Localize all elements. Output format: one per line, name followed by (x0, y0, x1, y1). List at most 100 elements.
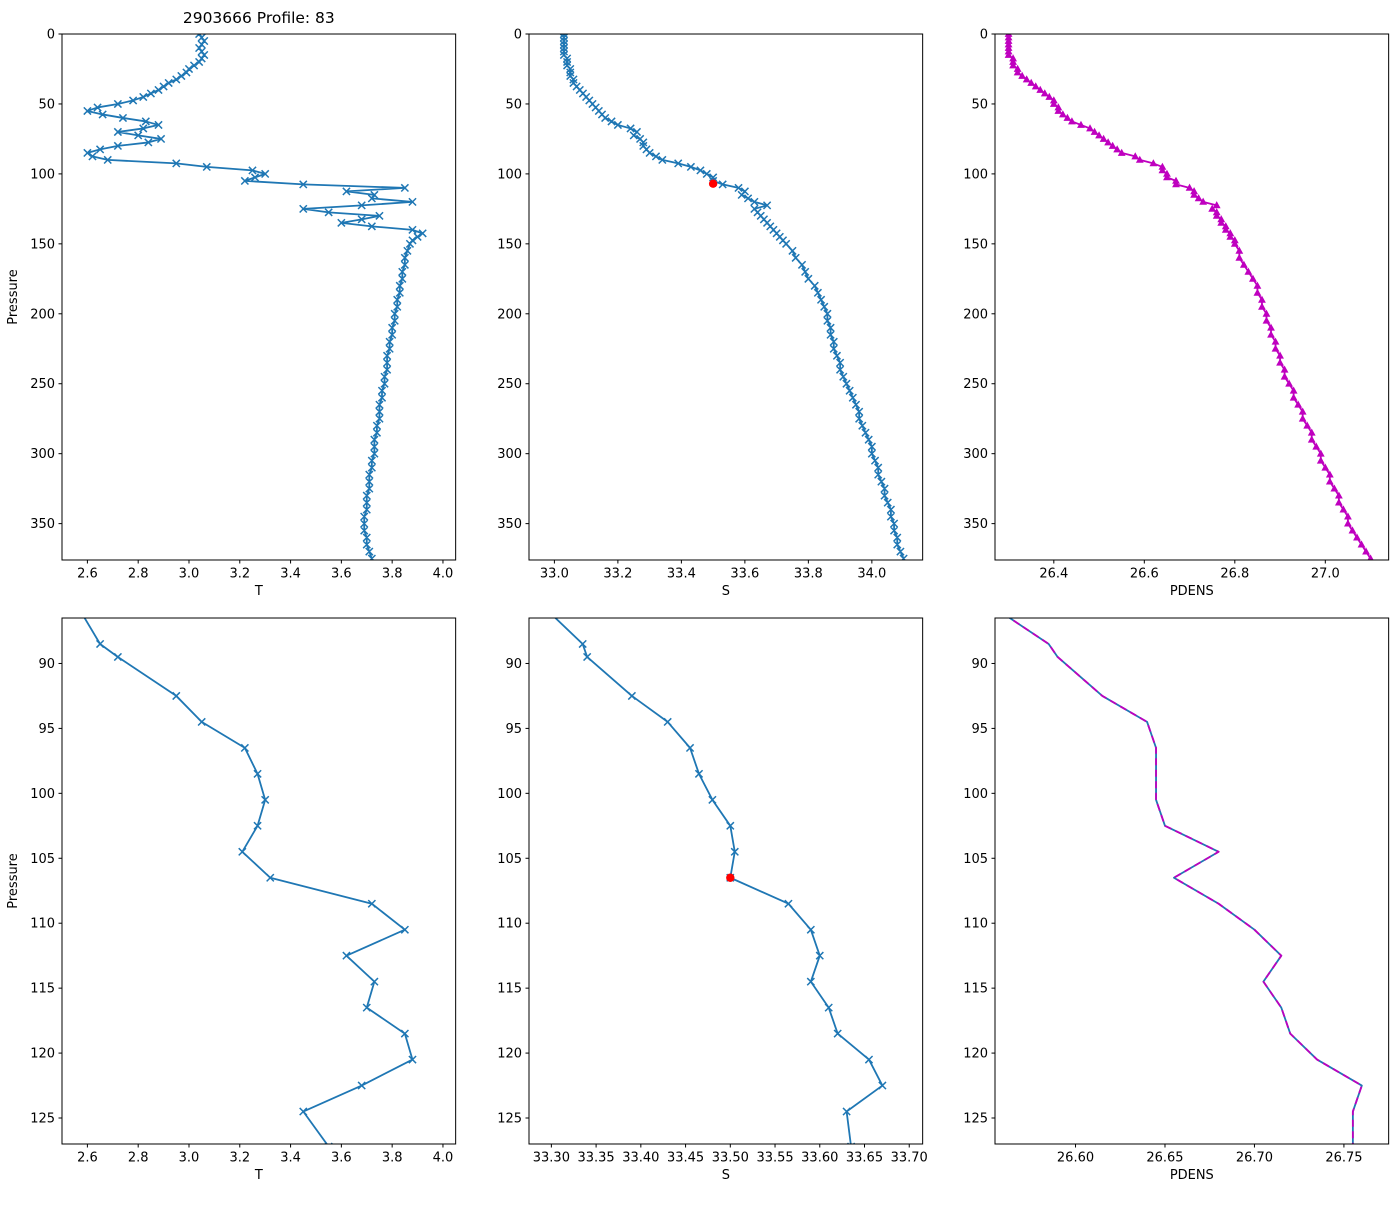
plot-s-zoom: 33.30 33.35 33.40 33.45 33.50 33.55 33.60 33.65… (497, 617, 927, 1183)
svg-text:2.6: 2.6 (77, 566, 98, 581)
pdens-zoom-overlay-line (1008, 618, 1364, 1144)
y-axis-ticks (991, 662, 996, 1119)
plot-t-full: 2.6 2.8 3.0 3.2 3.4 3.6 3.8 4.0 0 50 100 150 200 250 3… (6, 9, 457, 599)
svg-text:115: 115 (964, 982, 989, 997)
chart-pdens-full: 26.4 26.6 26.8 27.0 0 50 100 150 200 250 300 350 PDE… (933, 0, 1400, 600)
chart-salinity-full: 33.0 33.2 33.4 33.6 33.8 34.0 0 50 100 150 200 250 3… (467, 0, 934, 600)
svg-text:33.35: 33.35 (577, 1150, 614, 1165)
salinity-profile-line (562, 34, 905, 559)
chart-temperature-zoom: 2.6 2.8 3.0 3.2 3.4 3.6 3.8 4.0 90 95 100 105 110 115… (0, 600, 467, 1200)
svg-text:0: 0 (513, 28, 521, 43)
axes-frame (61, 617, 457, 1145)
svg-text:26.65: 26.65 (1147, 1150, 1184, 1165)
svg-text:300: 300 (964, 447, 989, 462)
svg-text:120: 120 (964, 1047, 989, 1062)
x-axis-ticks (553, 559, 873, 564)
pdens-profile-markers (1004, 34, 1374, 560)
svg-text:33.4: 33.4 (667, 566, 696, 581)
x-axis-tick-labels: 26.60 26.65 26.70 26.75 (1057, 1150, 1363, 1165)
svg-text:250: 250 (964, 377, 989, 392)
x-axis-ticks (1075, 1143, 1345, 1148)
highlighted-level-marker (708, 179, 717, 188)
x-axis-ticks (550, 1143, 910, 1148)
y-axis-label: Pressure (6, 269, 21, 324)
pdens-zoom-base-line (1008, 618, 1364, 1144)
svg-text:95: 95 (972, 722, 989, 737)
svg-text:33.8: 33.8 (794, 566, 823, 581)
svg-text:250: 250 (30, 377, 55, 392)
temperature-zoom-markers (79, 618, 417, 1144)
svg-text:110: 110 (964, 917, 989, 932)
svg-text:95: 95 (505, 722, 522, 737)
svg-text:50: 50 (505, 97, 522, 112)
x-axis-label: T (254, 584, 263, 599)
axes-frame (61, 33, 457, 561)
svg-text:33.30: 33.30 (532, 1150, 569, 1165)
svg-text:26.4: 26.4 (1040, 566, 1069, 581)
y-axis-ticks (525, 662, 529, 1119)
svg-text:90: 90 (972, 657, 989, 672)
svg-text:3.8: 3.8 (382, 566, 403, 581)
axes-frame (994, 33, 1390, 561)
svg-text:33.6: 33.6 (730, 566, 759, 581)
svg-text:33.55: 33.55 (756, 1150, 793, 1165)
x-axis-label: PDENS (1170, 1168, 1214, 1183)
svg-text:90: 90 (38, 657, 55, 672)
plot-pdens-zoom: 26.60 26.65 26.70 26.75 90 95 100 105 110 115 120 1… (964, 617, 1390, 1183)
svg-text:33.45: 33.45 (667, 1150, 704, 1165)
svg-text:100: 100 (30, 167, 55, 182)
svg-text:50: 50 (38, 97, 55, 112)
svg-text:150: 150 (30, 237, 55, 252)
svg-text:33.50: 33.50 (711, 1150, 748, 1165)
svg-text:120: 120 (30, 1047, 55, 1062)
svg-text:105: 105 (30, 852, 55, 867)
plot-pdens-full: 26.4 26.6 26.8 27.0 0 50 100 150 200 250 300 350 PDE… (964, 28, 1390, 599)
svg-text:110: 110 (30, 917, 55, 932)
svg-text:3.4: 3.4 (280, 1150, 301, 1165)
svg-text:90: 90 (505, 657, 522, 672)
axes-frame (528, 617, 923, 1145)
chart-pdens-zoom: 26.60 26.65 26.70 26.75 90 95 100 105 110 115 120 1… (933, 600, 1400, 1200)
svg-text:100: 100 (964, 167, 989, 182)
svg-text:200: 200 (497, 307, 522, 322)
svg-text:150: 150 (497, 237, 522, 252)
x-axis-tick-labels: 2.6 2.8 3.0 3.2 3.4 3.6 3.8 4.0 (77, 1150, 453, 1165)
svg-text:4.0: 4.0 (433, 566, 454, 581)
svg-text:115: 115 (497, 982, 522, 997)
svg-text:26.70: 26.70 (1236, 1150, 1273, 1165)
y-axis-tick-labels: 90 95 100 105 110 115 120 125 (497, 657, 522, 1127)
svg-text:100: 100 (964, 787, 989, 802)
svg-text:110: 110 (497, 917, 522, 932)
temperature-profile-markers (83, 34, 427, 560)
axes-frame (528, 33, 923, 561)
svg-text:4.0: 4.0 (433, 1150, 454, 1165)
svg-text:105: 105 (964, 852, 989, 867)
svg-text:100: 100 (497, 787, 522, 802)
svg-text:2.8: 2.8 (128, 566, 149, 581)
y-axis-ticks (991, 33, 996, 525)
svg-text:3.6: 3.6 (331, 1150, 352, 1165)
svg-text:3.2: 3.2 (229, 566, 250, 581)
temperature-zoom-line (83, 618, 414, 1144)
svg-text:100: 100 (30, 787, 55, 802)
y-axis-tick-labels: 90 95 100 105 110 115 120 125 (30, 657, 55, 1127)
svg-text:50: 50 (972, 97, 989, 112)
chart-title: 2903666 Profile: 83 (183, 9, 335, 27)
svg-text:27.0: 27.0 (1311, 566, 1340, 581)
svg-text:33.60: 33.60 (801, 1150, 838, 1165)
y-axis-tick-labels: 90 95 100 105 110 115 120 125 (964, 657, 989, 1127)
svg-text:3.6: 3.6 (331, 566, 352, 581)
svg-text:3.0: 3.0 (179, 1150, 200, 1165)
plot-t-zoom: 2.6 2.8 3.0 3.2 3.4 3.6 3.8 4.0 90 95 100 105 110 115… (6, 617, 457, 1183)
x-axis-tick-labels: 33.30 33.35 33.40 33.45 33.50 33.55 33.60 33.65… (532, 1150, 927, 1165)
svg-text:350: 350 (497, 517, 522, 532)
salinity-profile-markers (559, 34, 908, 560)
chart-salinity-zoom: 33.30 33.35 33.40 33.45 33.50 33.55 33.60 33.65… (467, 600, 934, 1200)
svg-text:0: 0 (980, 28, 988, 43)
x-axis-ticks (86, 1143, 444, 1148)
svg-text:33.65: 33.65 (846, 1150, 883, 1165)
highlighted-level-marker (725, 873, 735, 882)
svg-text:105: 105 (497, 852, 522, 867)
svg-text:250: 250 (497, 377, 522, 392)
salinity-zoom-markers (547, 618, 887, 1144)
